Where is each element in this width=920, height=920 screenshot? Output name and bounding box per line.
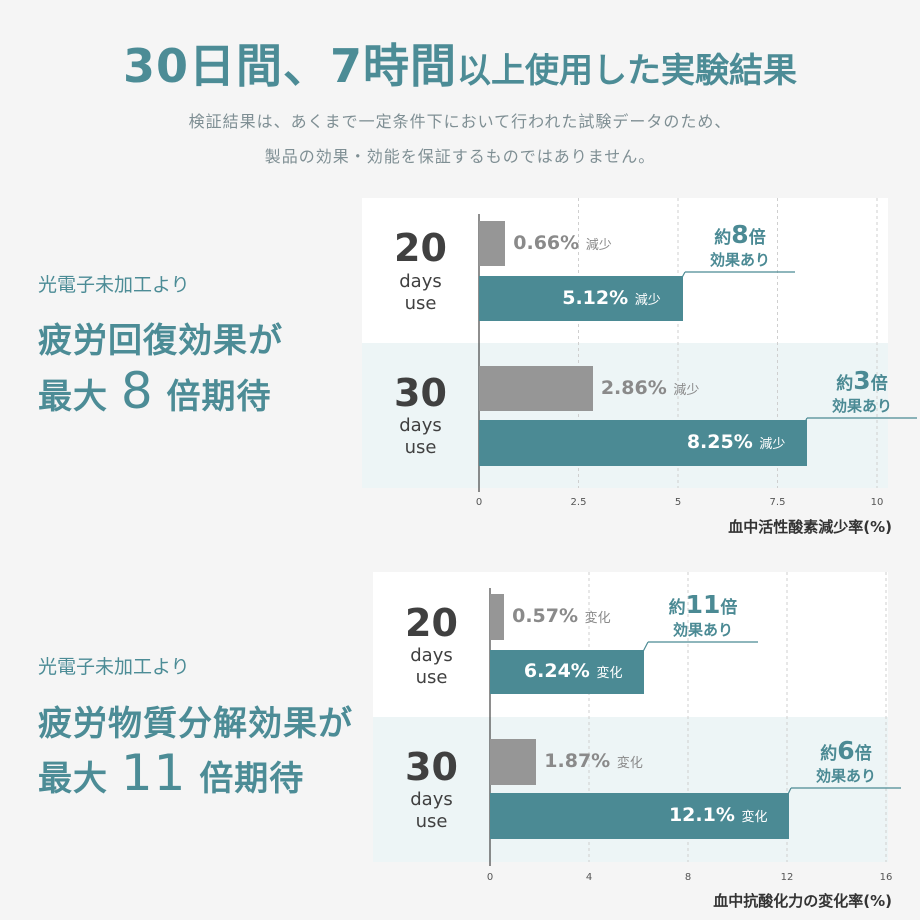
callout-prefix: 約 xyxy=(820,744,838,764)
x-tick-label: 16 xyxy=(879,872,893,883)
bar-treated xyxy=(479,420,808,466)
callout-suffix: 倍 xyxy=(870,374,888,394)
section1-heading-pre: 最大 xyxy=(38,377,108,417)
x-tick-label: 5 xyxy=(674,497,682,508)
callout-multiplier: 約3倍効果あり xyxy=(802,366,920,416)
value-text: 5.12% xyxy=(562,286,635,309)
unit-text: 減少 xyxy=(585,237,612,253)
category-label-days: days xyxy=(410,789,453,810)
callout-suffix: 倍 xyxy=(720,598,738,618)
value-text: 1.87% xyxy=(544,750,617,772)
bar-label-treated: 12.1% 変化 xyxy=(669,804,768,826)
category-label-number: 20 xyxy=(394,226,447,270)
callout-suffix: 倍 xyxy=(748,228,766,248)
bar-label-untreated: 0.57% 変化 xyxy=(512,605,611,627)
bar-treated xyxy=(479,276,683,321)
x-tick-label: 0 xyxy=(486,872,494,883)
callout-suffix: 倍 xyxy=(854,744,872,764)
x-tick-label: 0 xyxy=(475,497,483,508)
section1-heading-line2: 最大 8 倍期待 xyxy=(38,362,272,420)
callout-line1: 約11倍 xyxy=(643,590,763,619)
bar-untreated xyxy=(490,739,537,785)
x-tick-label: 4 xyxy=(585,872,593,883)
section2-heading-post: 倍期待 xyxy=(199,759,305,799)
section1-heading-post: 倍期待 xyxy=(166,377,272,417)
x-axis-title: 血中活性酸素減少率(%) xyxy=(728,518,892,536)
category-label-use: use xyxy=(404,437,437,458)
x-tick-label: 7.5 xyxy=(769,497,786,508)
unit-text: 減少 xyxy=(634,292,661,308)
x-tick-label: 2.5 xyxy=(570,497,587,508)
bar-treated xyxy=(490,793,790,839)
bar-untreated xyxy=(490,594,505,640)
bar-untreated xyxy=(479,221,506,266)
callout-multiplier: 約11倍効果あり xyxy=(643,590,763,640)
category-label-use: use xyxy=(415,667,448,688)
category-label-use: use xyxy=(404,293,437,314)
unit-text: 変化 xyxy=(741,810,768,825)
bar-treated xyxy=(490,650,645,694)
category-label-number: 30 xyxy=(394,371,447,415)
unit-text: 変化 xyxy=(596,666,623,681)
callout-prefix: 約 xyxy=(714,228,732,248)
callout-line2: 効果あり xyxy=(831,397,892,415)
callout-number: 3 xyxy=(853,366,871,395)
callout-line1: 約8倍 xyxy=(680,220,800,249)
value-text: 0.57% xyxy=(512,605,585,627)
page-title: 30日間、7時間以上使用した実験結果 xyxy=(0,30,920,96)
section2-heading-num: 11 xyxy=(120,744,187,802)
category-label-days: days xyxy=(399,415,442,436)
value-text: 2.86% xyxy=(600,376,674,399)
bar-label-untreated: 1.87% 変化 xyxy=(544,750,643,772)
callout-multiplier: 約8倍効果あり xyxy=(680,220,800,270)
callout-line2: 効果あり xyxy=(815,767,876,785)
unit-text: 減少 xyxy=(759,437,786,452)
section2-heading-pre: 最大 xyxy=(38,759,108,799)
section2-lead: 光電子未加工より xyxy=(38,656,190,678)
section1-lead: 光電子未加工より xyxy=(38,274,190,296)
value-text: 6.24% xyxy=(523,660,597,682)
bar-label-treated: 6.24% 変化 xyxy=(524,660,623,682)
bar-untreated xyxy=(479,366,593,411)
disclaimer-line1: 検証結果は、あくまで一定条件下において行われた試験データのため、 xyxy=(188,112,732,131)
page-title-part1: 30日間、7時間 xyxy=(122,39,458,93)
unit-text: 減少 xyxy=(673,382,700,398)
bar-label-treated: 5.12% 減少 xyxy=(562,287,661,309)
x-tick-label: 12 xyxy=(780,872,794,883)
category-label-number: 30 xyxy=(405,745,458,789)
x-tick-label: 10 xyxy=(870,497,884,508)
section2-heading-line2: 最大 11 倍期待 xyxy=(38,744,304,802)
unit-text: 変化 xyxy=(584,611,611,626)
value-text: 0.66% xyxy=(513,231,586,254)
value-text: 12.1% xyxy=(668,804,742,826)
section1-heading-num: 8 xyxy=(120,362,154,420)
bar-label-untreated: 2.86% 減少 xyxy=(601,377,700,399)
unit-text: 変化 xyxy=(616,756,643,771)
callout-number: 11 xyxy=(685,590,721,619)
section2-heading-line1: 疲労物質分解効果が xyxy=(38,704,353,744)
callout-line1: 約6倍 xyxy=(786,736,906,765)
x-tick-label: 8 xyxy=(684,872,692,883)
callout-prefix: 約 xyxy=(836,374,854,394)
callout-line2: 効果あり xyxy=(709,251,770,269)
callout-number: 6 xyxy=(837,736,855,765)
disclaimer-line2: 製品の効果・効能を保証するものではありません。 xyxy=(264,147,656,166)
callout-prefix: 約 xyxy=(668,598,686,618)
bar-label-treated: 8.25% 減少 xyxy=(687,431,786,453)
x-axis-title: 血中抗酸化力の変化率(%) xyxy=(713,892,892,910)
callout-line2: 効果あり xyxy=(672,621,733,639)
category-label-use: use xyxy=(415,811,448,832)
value-text: 8.25% xyxy=(686,431,760,453)
category-label-days: days xyxy=(410,645,453,666)
callout-line1: 約3倍 xyxy=(802,366,920,395)
callout-number: 8 xyxy=(731,220,749,249)
category-label-number: 20 xyxy=(405,601,458,645)
section1-heading-line1: 疲労回復効果が xyxy=(38,321,283,361)
callout-multiplier: 約6倍効果あり xyxy=(786,736,906,786)
page-title-part2: 以上使用した実験結果 xyxy=(457,51,798,91)
category-label-days: days xyxy=(399,271,442,292)
bar-label-untreated: 0.66% 減少 xyxy=(513,232,612,254)
